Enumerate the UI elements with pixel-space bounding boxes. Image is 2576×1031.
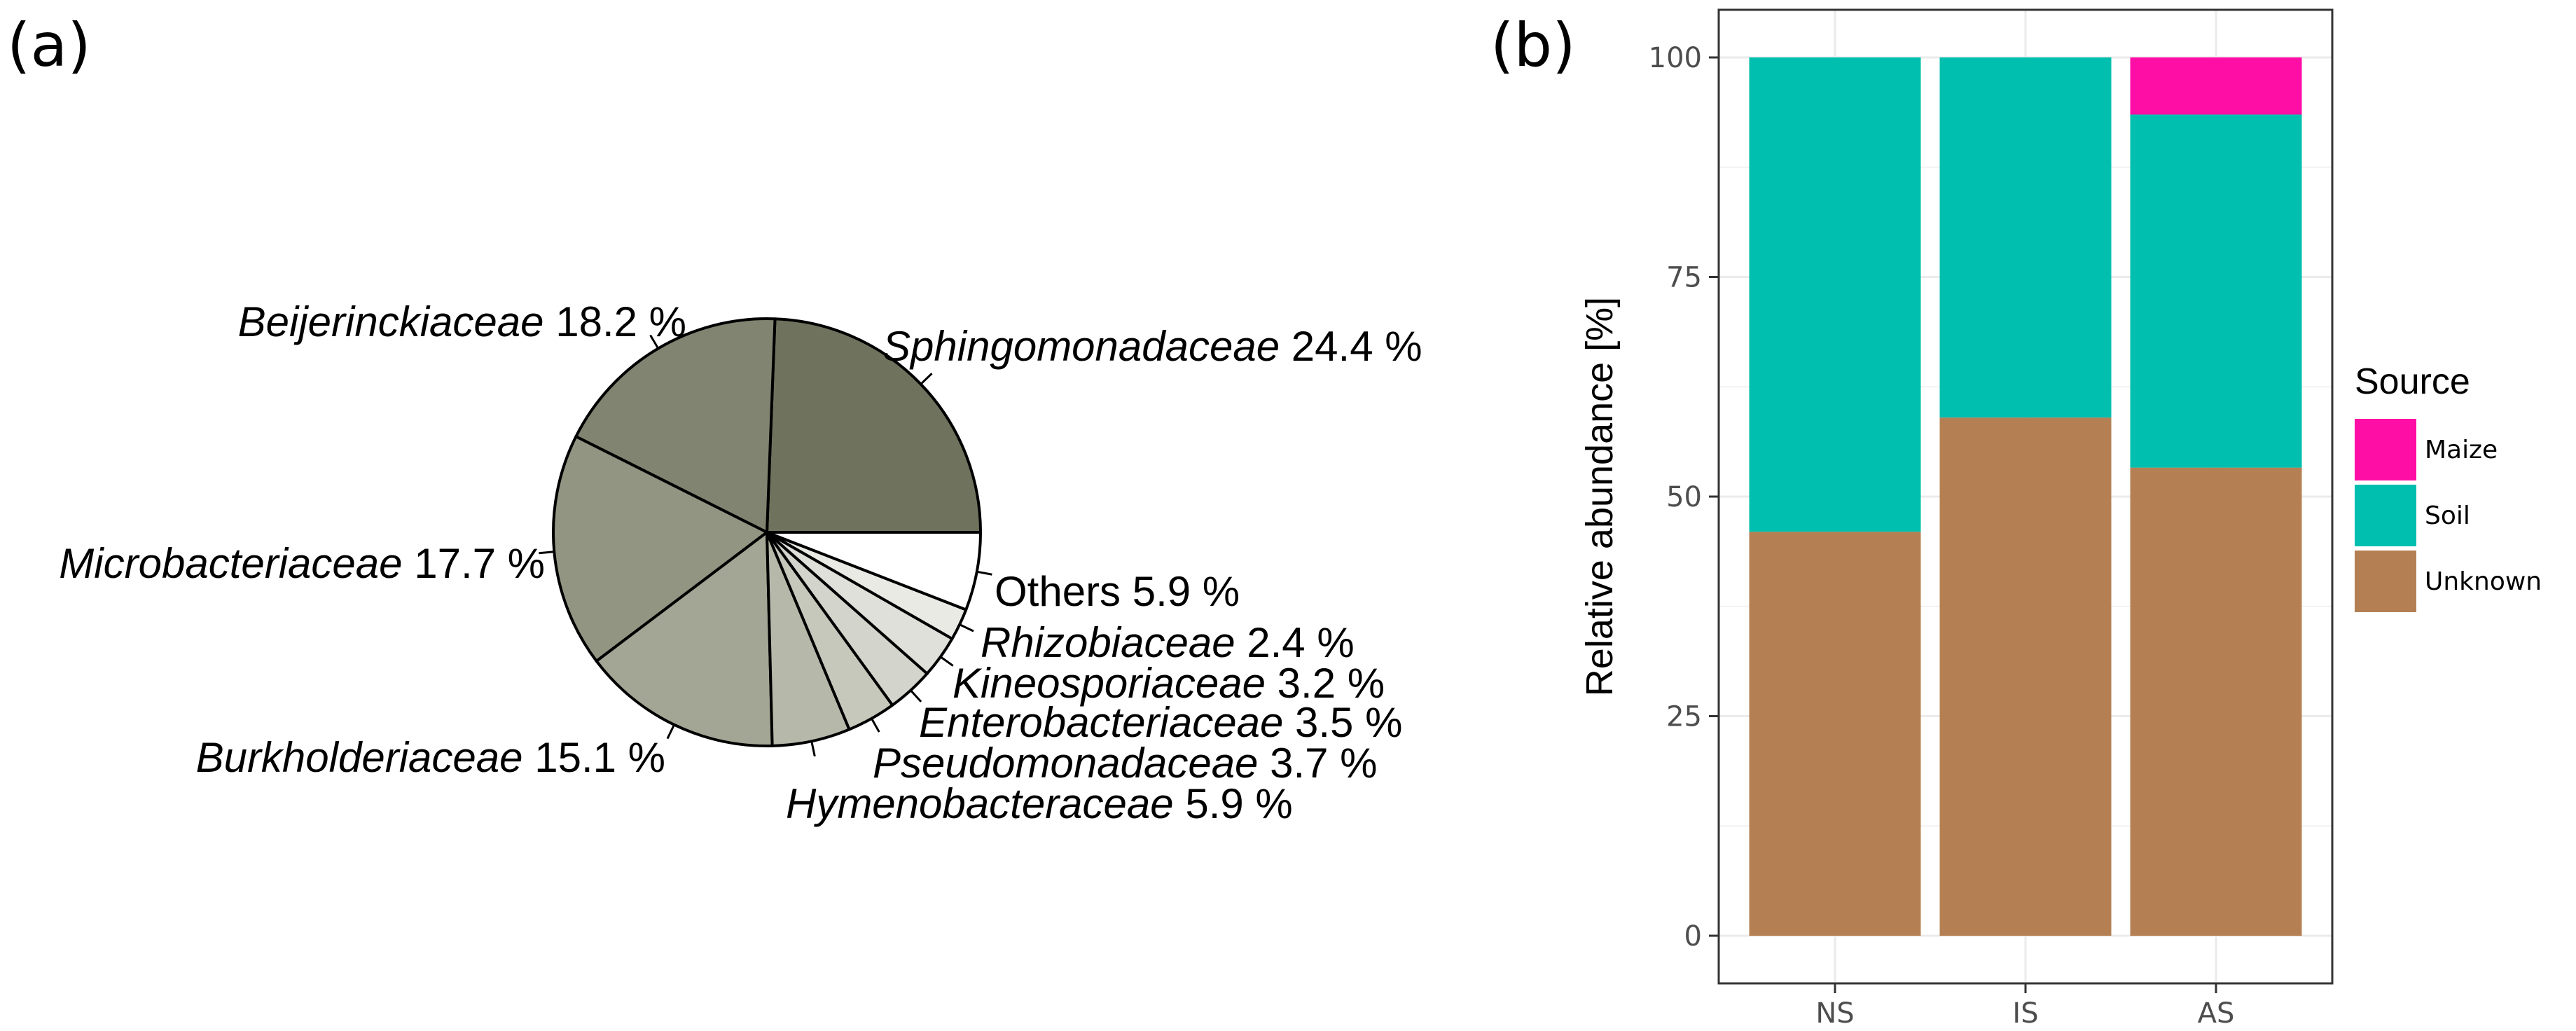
y-tick-label-50: 50: [1666, 481, 1702, 513]
pie-label-beijerinckiaceae: Beijerinckiaceae 18.2 %: [238, 298, 686, 345]
pie-label-hymenobacteraceae: Hymenobacteraceae 5.9 %: [786, 780, 1293, 827]
bar-as-maize: [2130, 57, 2302, 115]
pie-slice-others: [766, 531, 982, 611]
panel-b-tag: (b): [1490, 11, 1576, 81]
x-axis: NS IS AS: [1815, 983, 2234, 1030]
legend-label-soil: Soil: [2425, 501, 2470, 530]
pie-slice-beijerinckiaceae: [574, 317, 777, 534]
bars: [1749, 57, 2302, 936]
pie-tick-microbacteriaceae: [539, 551, 555, 555]
y-tick-label-75: 75: [1666, 262, 1702, 294]
y-axis-title: Relative abundance [%]: [1579, 297, 1621, 696]
pie-label-enterobacteriaceae: Enterobacteriaceae 3.5 %: [919, 699, 1402, 746]
pie-slices: [552, 317, 982, 747]
legend: Source Maize Soil Unknown: [2355, 361, 2542, 612]
pie-tick-rhizobiaceae: [959, 623, 974, 632]
bar-ns-soil: [1749, 57, 1921, 532]
x-tick-label-as: AS: [2198, 997, 2235, 1030]
y-axis: 0 25 50 75 100: [1649, 42, 1719, 953]
legend-key-unknown: [2355, 551, 2416, 612]
pie-labels: Sphingomonadaceae 24.4 % Beijerinckiaceae…: [59, 298, 1422, 827]
pie-slice-sphingomonadaceae: [766, 317, 982, 534]
y-tick-label-0: 0: [1684, 920, 1702, 953]
pie-tick-burkholderiaceae: [666, 724, 675, 740]
panel-a-tag: (a): [7, 11, 91, 81]
pie-tick-sphingomonadaceae: [920, 373, 933, 385]
pie-tick-kineosporiaceae: [939, 656, 954, 667]
pie-tick-pseudomonadaceae: [871, 718, 880, 733]
bar-is-unknown: [1939, 417, 2112, 936]
pie-label-microbacteriaceae: Microbacteriaceae 17.7 %: [59, 540, 545, 587]
pie-tick-beijerinckiaceae: [649, 334, 660, 350]
y-tick-label-100: 100: [1649, 42, 1702, 74]
pie-label-others: Others 5.9 %: [995, 568, 1240, 615]
x-tick-label-is: IS: [2012, 997, 2038, 1030]
pie-label-kineosporiaceae: Kineosporiaceae 3.2 %: [953, 660, 1385, 707]
pie-label-ticks: [539, 334, 992, 757]
pie-label-burkholderiaceae: Burkholderiaceae 15.1 %: [196, 734, 665, 781]
panel-a-pie-chart: (a) Sphingomonadaceae 24.4 % Beijerinckia…: [7, 11, 1422, 827]
bar-as-soil: [2130, 114, 2302, 468]
bar-ns-unknown: [1749, 532, 1921, 936]
x-tick-label-ns: NS: [1815, 997, 1854, 1030]
pie-label-pseudomonadaceae: Pseudomonadaceae 3.7 %: [873, 740, 1378, 787]
pie-tick-hymenobacteraceae: [810, 740, 816, 757]
pie-slice-microbacteriaceae: [552, 435, 768, 663]
legend-key-maize: [2355, 419, 2416, 480]
bar-is-soil: [1939, 57, 2112, 418]
legend-key-soil: [2355, 485, 2416, 546]
y-tick-label-25: 25: [1666, 701, 1702, 733]
pie-label-sphingomonadaceae: Sphingomonadaceae 24.4 %: [882, 323, 1422, 370]
bar-as-unknown: [2130, 467, 2302, 936]
pie-tick-others: [976, 570, 992, 576]
pie-tick-enterobacteriaceae: [910, 689, 922, 703]
pie-label-rhizobiaceae: Rhizobiaceae 2.4 %: [981, 619, 1355, 666]
legend-title: Source: [2355, 361, 2470, 402]
panel-b-stacked-bar-chart: (b) 0 25 50 75 100 NS IS AS Relative abundance…: [1490, 8, 2542, 1030]
pie-slice-burkholderiaceae: [595, 531, 774, 747]
legend-label-unknown: Unknown: [2425, 567, 2542, 596]
legend-label-maize: Maize: [2425, 436, 2498, 464]
